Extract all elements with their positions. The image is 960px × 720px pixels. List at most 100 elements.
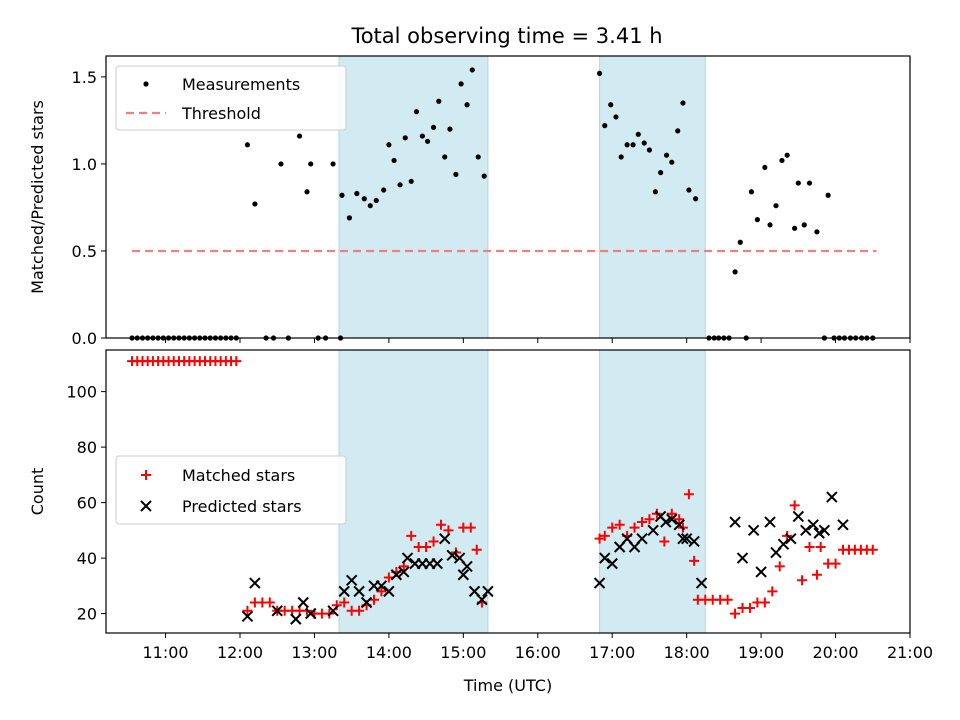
- measurement-point: [669, 159, 675, 165]
- predicted-star-point: [457, 569, 470, 581]
- measurement-point: [663, 152, 670, 158]
- matched-star-point: [264, 597, 275, 608]
- predicted-star-point: [431, 557, 443, 570]
- matched-star-point: [331, 600, 342, 611]
- matched-star-point: [471, 544, 482, 555]
- x-tick-label: 20:00: [813, 643, 859, 662]
- measurement-point: [304, 189, 310, 195]
- measurement-point: [680, 100, 686, 106]
- predicted-star-point: [375, 580, 388, 592]
- predicted-star-point: [606, 557, 618, 570]
- matched-star-point: [614, 519, 625, 530]
- y-tick-label: 1.0: [72, 155, 97, 174]
- predicted-star-point: [360, 596, 373, 609]
- measurement-point: [596, 70, 603, 77]
- predicted-star-point: [297, 596, 309, 609]
- legend-predicted-marker: [140, 500, 152, 512]
- axes-frame: [105, 349, 911, 634]
- predicted-star-point: [755, 566, 767, 578]
- measurement-point: [402, 135, 408, 141]
- matched-star-point: [465, 522, 476, 533]
- predicted-star-point: [439, 532, 451, 545]
- matched-star-point: [376, 586, 387, 597]
- measurement-point: [308, 161, 314, 167]
- legend-bottom: Matched stars Predicted stars: [115, 455, 347, 525]
- measurement-point: [825, 192, 831, 198]
- measurement-point: [635, 131, 641, 137]
- measurement-point: [767, 222, 773, 228]
- predicted-star-point: [446, 549, 458, 562]
- measurement-point: [658, 170, 664, 176]
- measurement-point: [397, 182, 403, 188]
- y-tick-label: 20: [77, 605, 97, 624]
- matched-star-point: [797, 575, 808, 586]
- predicted-star-point: [729, 516, 741, 528]
- matched-star-point: [231, 356, 242, 367]
- measurement-point: [693, 196, 699, 202]
- measurement-point: [408, 178, 414, 184]
- y-tick-label: 80: [77, 438, 97, 457]
- predicted-star-point: [800, 524, 812, 537]
- matched-star-point: [406, 530, 417, 541]
- measurement-point: [737, 239, 743, 245]
- top-panel: 0.0 0.5 1.0 1.5 Matched/Predicted stars Measu…: [28, 55, 911, 348]
- shaded-interval: [338, 55, 489, 339]
- measurement-point: [773, 203, 779, 209]
- predicted-star-point: [476, 593, 488, 606]
- measurement-point: [381, 187, 387, 193]
- y-axis-label: Count: [28, 468, 47, 516]
- predicted-star-point: [677, 532, 689, 545]
- measurement-point: [792, 225, 798, 231]
- measurement-point: [469, 67, 475, 73]
- predicted-star-point: [290, 613, 302, 625]
- matched-star-point: [659, 536, 670, 547]
- predicted-star-point: [688, 535, 700, 548]
- measurement-point: [361, 196, 367, 202]
- matched-star-point: [830, 558, 841, 569]
- matched-star-point: [666, 508, 677, 519]
- legend-top: Measurements Threshold: [115, 65, 347, 131]
- measurement-point: [641, 140, 647, 146]
- predicted-star-point: [305, 607, 317, 620]
- shaded-interval: [599, 349, 706, 634]
- matched-star-point: [629, 522, 640, 533]
- predicted-star-point: [837, 519, 849, 531]
- measurement-point: [430, 124, 437, 130]
- measurement-point: [346, 215, 353, 221]
- y-tick-label: 1.5: [72, 68, 97, 87]
- x-tick-label: 19:00: [738, 643, 784, 662]
- predicted-star-point: [807, 519, 819, 531]
- predicted-star-point: [461, 560, 473, 573]
- chart-title: Total observing time = 3.41 h: [350, 24, 662, 48]
- matched-star-point: [599, 530, 610, 541]
- predicted-star-point: [673, 519, 685, 531]
- x-tick-label: 16:00: [515, 643, 561, 662]
- measurement-point: [646, 147, 653, 153]
- y-tick-label: 0.5: [72, 242, 97, 261]
- measurement-point: [732, 269, 738, 275]
- predicted-star-point: [327, 605, 339, 617]
- x-axis-label: Time (UTC): [463, 676, 552, 695]
- predicted-star-point: [647, 524, 659, 537]
- y-tick-label: 40: [77, 549, 97, 568]
- legend-box: [115, 455, 347, 525]
- y-tick-label: 100: [66, 383, 97, 402]
- predicted-star-point: [818, 524, 831, 537]
- measurement-point: [447, 126, 453, 132]
- predicted-star-point: [241, 610, 254, 623]
- measurement-point: [339, 192, 345, 198]
- matched-star-point: [789, 500, 800, 511]
- predicted-star-point: [785, 532, 797, 545]
- measurement-point: [296, 133, 303, 139]
- matched-star-point: [815, 541, 826, 552]
- matched-star-point: [683, 489, 694, 500]
- measurement-point: [244, 142, 251, 148]
- matched-star-point: [744, 603, 755, 614]
- measurement-point: [748, 189, 755, 195]
- bottom-panel: 20 40 60 80 100 11:00 12:00 13:00 14:00 15:00 16:0…: [28, 349, 933, 695]
- matched-star-point: [674, 514, 685, 525]
- predicted-star-point: [792, 510, 805, 523]
- predicted-star-point: [777, 538, 790, 550]
- matched-star-point: [436, 519, 446, 530]
- predicted-star-point: [401, 552, 414, 564]
